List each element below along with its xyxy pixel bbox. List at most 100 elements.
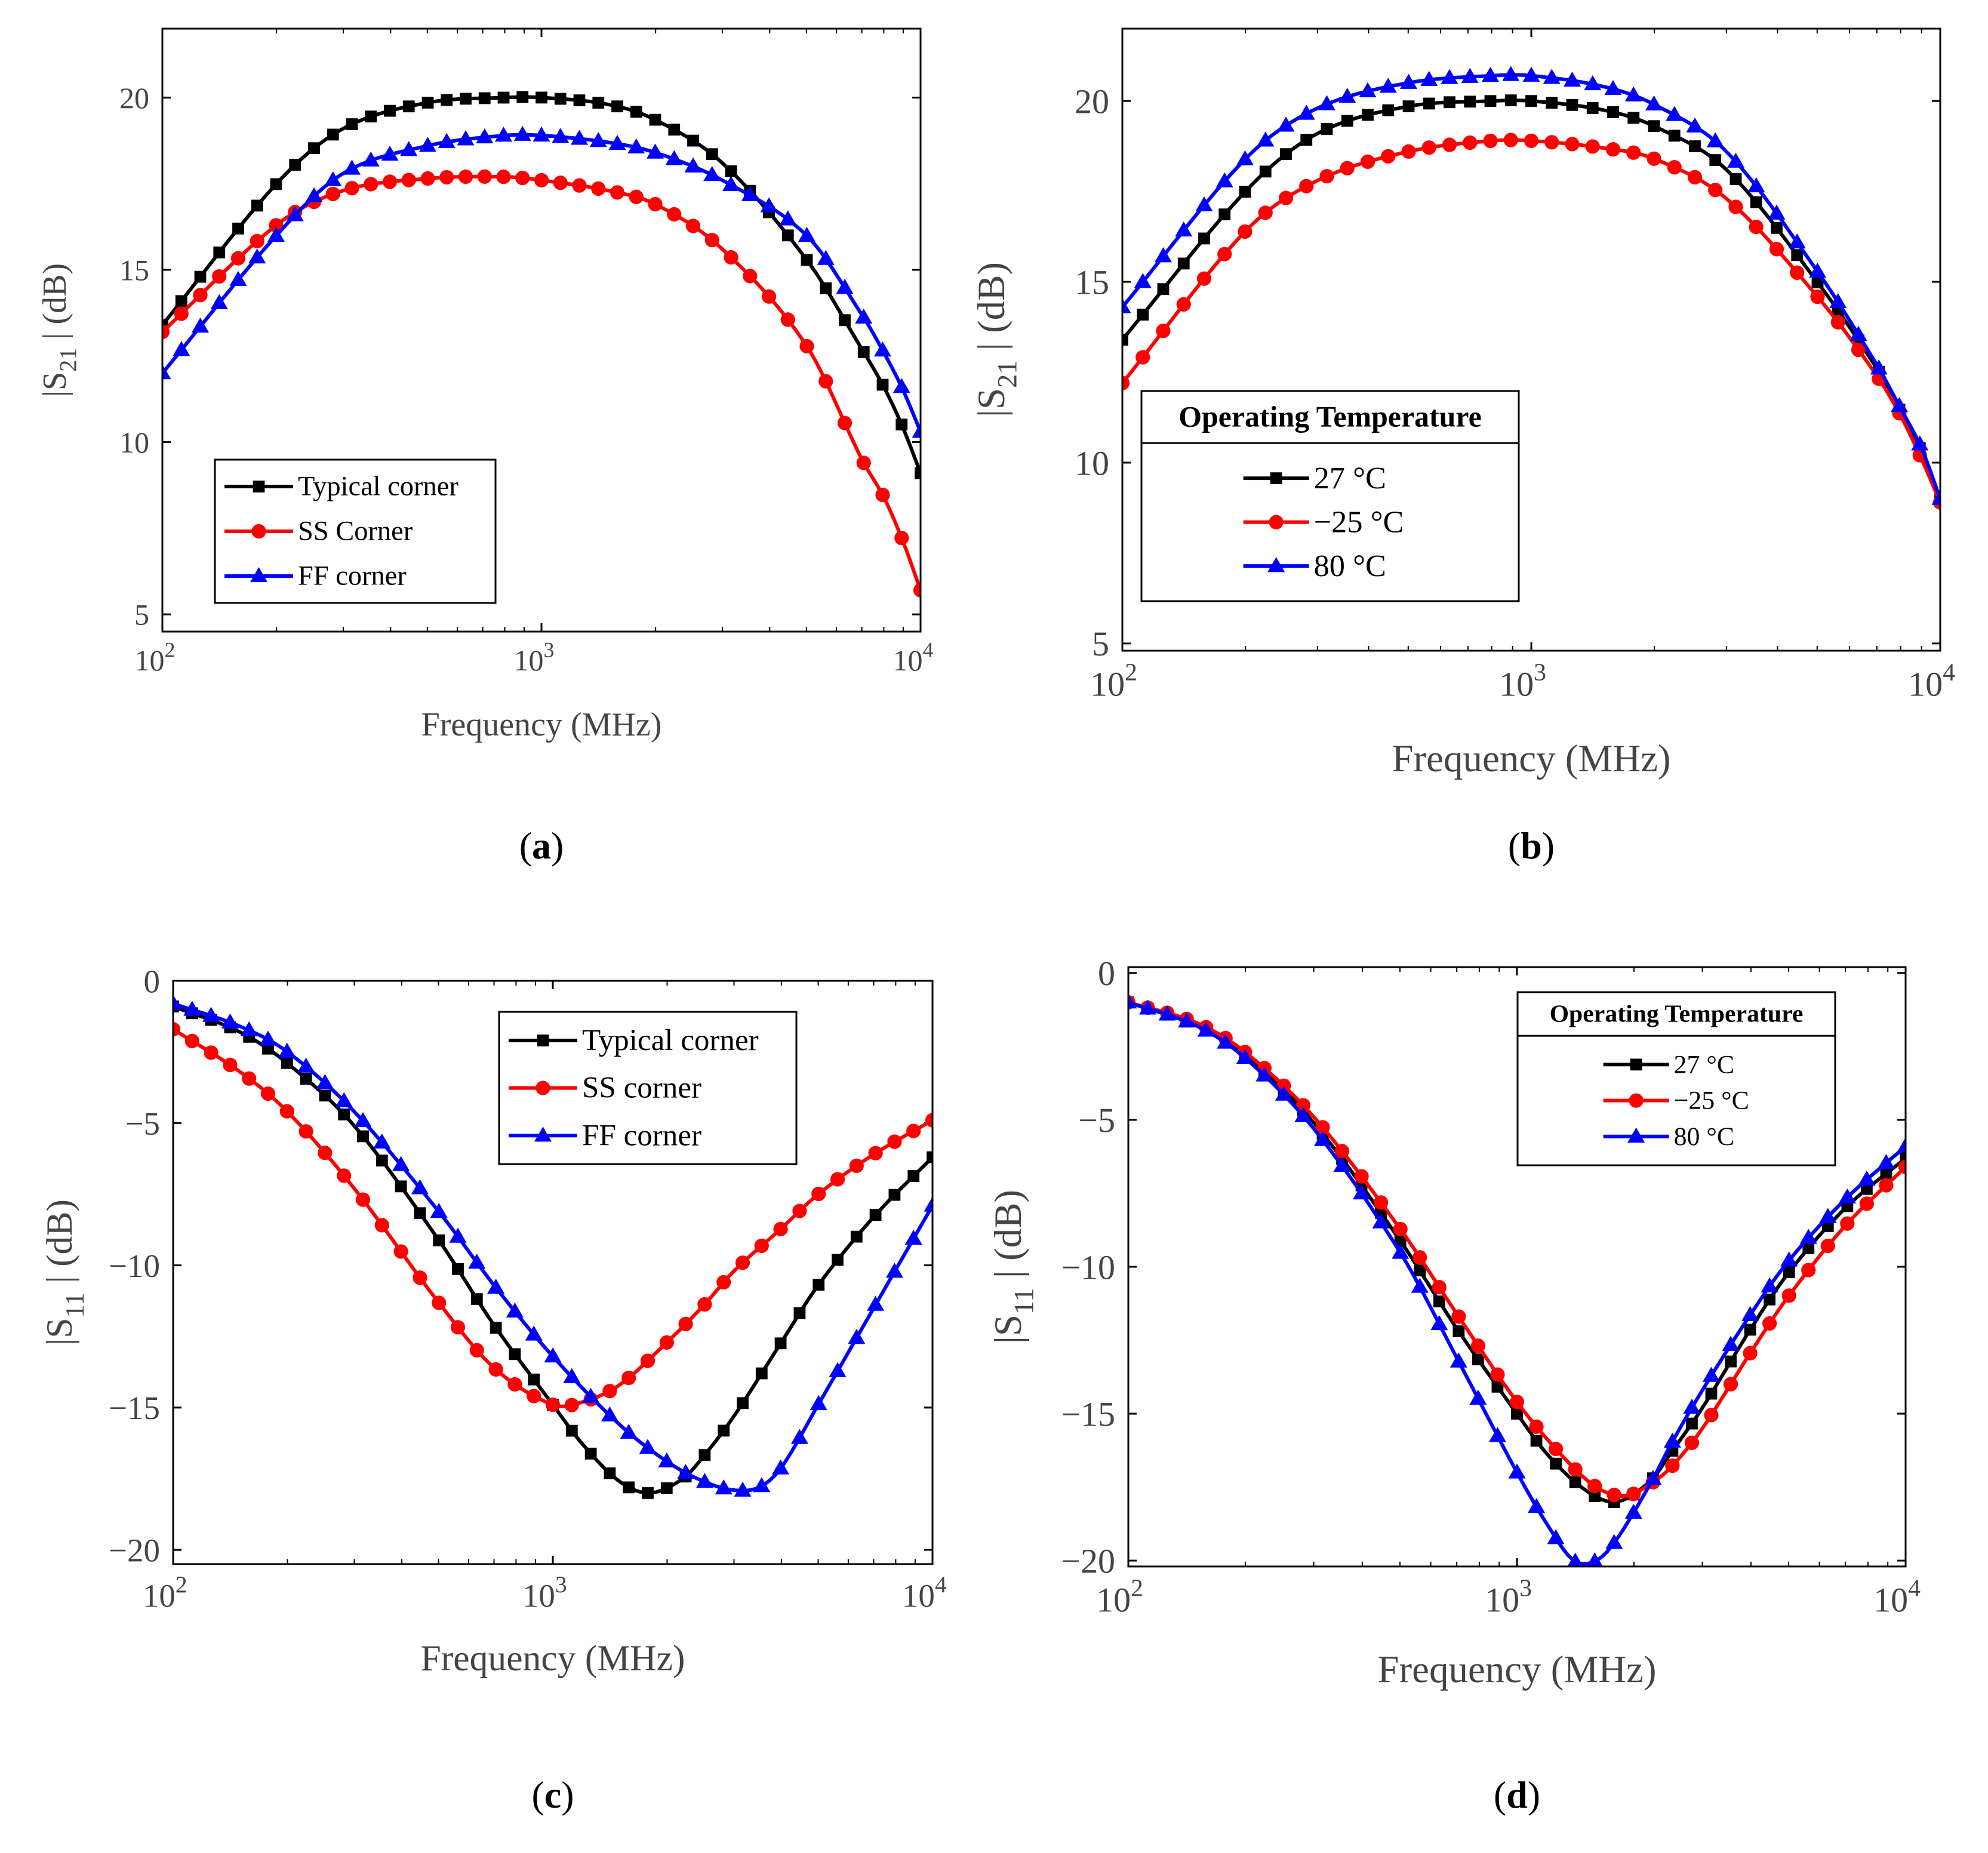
data-point — [357, 1130, 369, 1143]
series-2 — [162, 125, 921, 438]
data-point — [298, 1124, 313, 1139]
data-point — [1744, 1323, 1756, 1336]
data-point — [1750, 196, 1762, 208]
data-point — [1450, 1352, 1467, 1368]
data-point — [630, 106, 642, 118]
data-point — [173, 995, 182, 1010]
data-point — [1528, 1498, 1546, 1513]
data-point — [1441, 69, 1458, 84]
data-point — [1511, 1408, 1523, 1420]
data-point — [1255, 1066, 1273, 1082]
data-point — [318, 1146, 333, 1161]
data-point — [792, 1203, 807, 1218]
data-point — [1319, 169, 1334, 184]
data-point — [1665, 1458, 1680, 1473]
data-point — [1706, 132, 1724, 147]
data-point — [449, 1227, 467, 1243]
data-point — [1470, 1338, 1485, 1353]
data-point — [1525, 95, 1537, 107]
data-point — [1157, 283, 1170, 296]
legend-label: FF corner — [582, 1118, 701, 1152]
data-point — [1647, 151, 1661, 166]
data-point — [620, 1423, 638, 1439]
data-point — [262, 1042, 274, 1055]
data-point — [393, 1244, 408, 1259]
data-point — [1239, 186, 1251, 198]
data-point — [755, 1367, 768, 1380]
data-point — [325, 186, 340, 202]
data-point — [251, 199, 263, 212]
data-point — [515, 170, 530, 186]
data-point — [527, 1389, 541, 1403]
data-point — [610, 185, 625, 200]
y-tick-label: 15 — [1075, 263, 1109, 301]
data-point — [420, 171, 435, 186]
data-point — [1877, 1154, 1895, 1169]
data-point — [418, 137, 437, 152]
data-point — [678, 1316, 693, 1331]
data-point — [545, 1398, 561, 1412]
panel-label: (a) — [519, 824, 564, 867]
data-point — [741, 186, 759, 202]
data-point — [395, 1180, 407, 1193]
data-point — [316, 1074, 334, 1089]
data-point — [1340, 161, 1355, 176]
data-point — [839, 314, 851, 327]
data-point — [677, 1464, 695, 1479]
data-point — [832, 1254, 844, 1266]
data-point — [1503, 133, 1518, 147]
data-point — [1624, 86, 1642, 101]
data-point — [232, 222, 244, 235]
data-point — [640, 1353, 656, 1368]
data-point — [856, 455, 871, 470]
data-point — [1139, 999, 1157, 1015]
data-point — [601, 1406, 618, 1422]
data-point — [469, 1343, 484, 1358]
data-point — [1686, 1417, 1698, 1430]
data-point — [173, 1021, 181, 1037]
data-point — [704, 233, 719, 248]
data-point — [779, 210, 797, 226]
data-point — [1780, 1251, 1798, 1267]
data-point — [1627, 112, 1640, 124]
data-point — [1175, 221, 1193, 237]
data-point — [760, 197, 778, 213]
data-point — [468, 1254, 486, 1269]
chart-panel-a: 5 10 15 20 102 103 104 Frequency (MHz) |S21 | (d… — [36, 27, 934, 867]
data-point — [1481, 66, 1500, 82]
data-point — [554, 93, 567, 105]
data-point — [1338, 88, 1356, 103]
data-point — [724, 250, 738, 265]
data-point — [895, 418, 908, 431]
data-point — [374, 1218, 389, 1233]
data-point — [1890, 397, 1909, 413]
series-1 — [1122, 133, 1940, 510]
data-point — [1277, 116, 1295, 132]
data-point — [1399, 73, 1418, 89]
x-tick-label: 104 — [1873, 1574, 1921, 1619]
data-point — [1709, 154, 1722, 166]
data-point — [1530, 1435, 1543, 1447]
data-point — [213, 246, 226, 258]
legend: Typical corner SS Corner FF corner — [214, 458, 497, 604]
data-point — [627, 138, 645, 154]
data-point — [1258, 205, 1273, 220]
data-point — [1382, 104, 1395, 116]
data-point — [668, 124, 681, 136]
data-point — [421, 97, 434, 109]
data-point — [1217, 1033, 1235, 1049]
data-point — [1433, 1295, 1445, 1307]
data-point — [924, 1196, 933, 1212]
data-point — [1354, 1169, 1369, 1184]
y-axis-label: |S21 | (dB) — [36, 263, 82, 397]
data-point — [1294, 1107, 1312, 1122]
data-point — [1586, 1552, 1603, 1566]
data-point — [1137, 309, 1149, 321]
data-point — [1607, 106, 1619, 118]
data-point — [250, 233, 264, 248]
data-point — [649, 113, 661, 126]
data-point — [1704, 1408, 1719, 1423]
data-point — [774, 1337, 787, 1350]
series-2 — [1128, 993, 1906, 1566]
data-point — [278, 1042, 296, 1058]
